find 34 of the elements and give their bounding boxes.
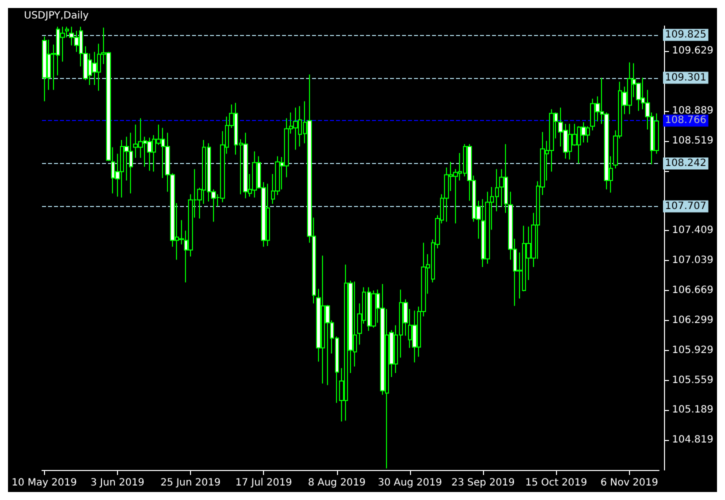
candlestick xyxy=(243,132,248,199)
ref-line-label: 108.242 xyxy=(665,158,706,169)
x-tick-label: 15 Oct 2019 xyxy=(525,478,588,488)
x-tick-label: 25 Jun 2019 xyxy=(160,478,221,488)
y-tick-label: 107.409 xyxy=(672,225,714,236)
x-tick-label: 30 Aug 2019 xyxy=(378,478,442,488)
candlestick xyxy=(412,310,417,363)
x-tick-label: 23 Sep 2019 xyxy=(451,478,515,488)
y-tick-label: 106.669 xyxy=(672,285,714,296)
ref-line-label: 107.707 xyxy=(665,200,706,212)
candlestick xyxy=(42,36,47,102)
x-tick-label: 8 Aug 2019 xyxy=(308,478,366,488)
candlestick xyxy=(293,107,298,150)
chart-title: USDJPY,Daily xyxy=(24,10,89,22)
y-tick-label: 107.039 xyxy=(672,255,714,266)
ref-line-label: 108.766 xyxy=(665,115,706,126)
y-tick-label: 108.889 xyxy=(672,106,714,116)
x-tick-label: 17 Jul 2019 xyxy=(235,478,292,488)
x-tick-label: 10 May 2019 xyxy=(12,478,77,488)
y-tick-label: 106.299 xyxy=(672,314,714,326)
x-tick-label: 6 Nov 2019 xyxy=(600,478,658,488)
candlestick xyxy=(147,137,152,172)
y-tick-label: 105.929 xyxy=(672,344,714,356)
y-tick-label: 109.629 xyxy=(672,46,714,57)
ref-line-label: 109.301 xyxy=(665,72,706,84)
x-tick-label: 3 Jun 2019 xyxy=(90,478,144,488)
candlestick xyxy=(371,290,376,328)
y-tick-label: 108.519 xyxy=(672,135,714,146)
candlestick xyxy=(485,191,490,264)
ref-line-label: 109.825 xyxy=(665,29,706,40)
y-tick-label: 105.559 xyxy=(672,374,714,386)
y-tick-label: 104.819 xyxy=(672,434,714,446)
candlestick xyxy=(252,150,257,198)
y-tick-label: 105.189 xyxy=(672,404,714,416)
